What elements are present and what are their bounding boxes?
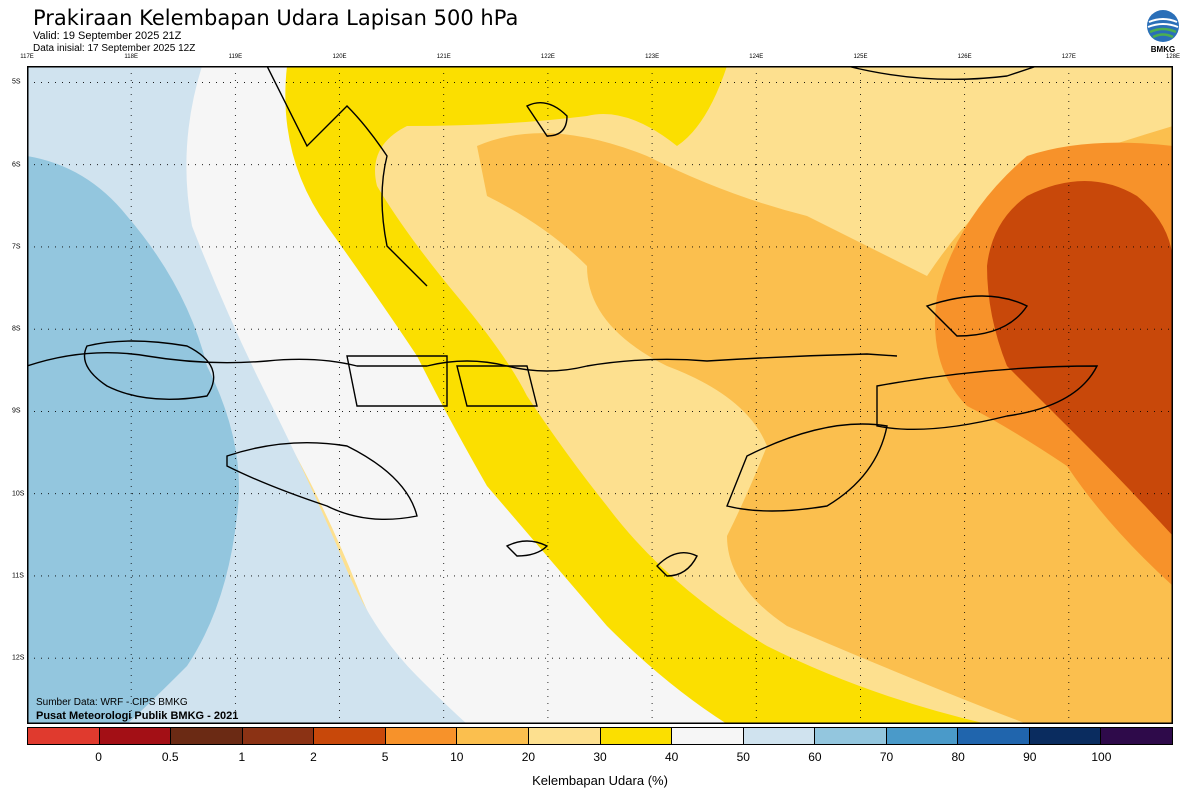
colorbar-segment [385,728,458,744]
map-frame [27,66,1173,724]
map-title: Prakiraan Kelembapan Udara Lapisan 500 h… [33,6,519,30]
lat-label: 8S [12,325,21,333]
colorbar-tick-label: 20 [521,750,536,764]
colorbar-segment [1029,728,1102,744]
colorbar [27,727,1173,745]
lon-label: 127E [1061,54,1076,60]
colorbar-tick-label: 2 [310,750,317,764]
colorbar-tick-label: 40 [664,750,679,764]
colorbar-segment [314,728,386,744]
lat-label: 10S [12,490,25,498]
colorbar-tick-label: 80 [951,750,965,764]
colorbar-tick-label: 5 [381,750,389,764]
lat-label: 5S [12,78,21,86]
lat-label: 11S [12,572,24,580]
colorbar-tick-label: 50 [736,750,750,764]
bmkg-logo-icon: BMKG [1143,8,1183,58]
colorbar-segment [457,728,529,744]
valid-time: Valid: 19 September 2025 21Z [33,30,182,42]
lat-label: 6S [12,161,21,169]
lon-label: 121E [436,54,451,60]
colorbar-tick-label: 0 [95,750,102,764]
colorbar-segment [99,728,172,744]
colorbar-tick-label: 60 [808,750,822,764]
lat-label: 7S [12,243,21,251]
field-40-50 [275,66,987,724]
lon-label: 122E [540,54,555,60]
colorbar-segment [28,728,100,744]
lon-label: 128E [1165,54,1181,60]
lon-label: 118E [124,54,138,60]
colorbar-segment [815,728,887,744]
lon-label: 120E [332,54,347,60]
lon-label: 125E [853,54,868,60]
colorbar-segment [886,728,959,744]
field-5-10 [987,181,1173,536]
lon-label: 119E [228,54,243,60]
lon-label: 123E [645,54,660,60]
colorbar-tick-label: 70 [879,750,894,764]
colorbar-tick-label: 30 [593,750,607,764]
lon-label: 124E [749,54,764,60]
lat-label: 12S [12,654,25,662]
colorbar-segment [171,728,243,744]
colorbar-tick-label: 10 [450,750,464,764]
colorbar-tick-label: 0.5 [161,750,179,764]
organization: Pusat Meteorologi Publik BMKG - 2021 [36,710,239,722]
humidity-map [27,66,1173,724]
colorbar-label: Kelembapan Udara (%) [532,773,668,788]
colorbar-segment [672,728,744,744]
colorbar-segment [958,728,1030,744]
colorbar-segment [528,728,601,744]
colorbar-tick-label: 100 [1091,750,1112,764]
colorbar-tick-label: 90 [1023,750,1037,764]
colorbar-segment [242,728,315,744]
field-70-80 [27,156,239,724]
lon-label: 117E [20,54,34,60]
colorbar-tick-label: 1 [238,750,246,764]
lon-label: 126E [957,54,972,60]
init-time: Data inisial: 17 September 2025 12Z [33,43,196,54]
coastlines [27,66,1099,577]
colorbar-segment [600,728,673,744]
grid-lines [27,66,1173,724]
data-source: Sumber Data: WRF - CIPS BMKG [36,697,188,708]
colorbar-segment [743,728,816,744]
field-50-60 [174,66,728,724]
colorbar-segment [1101,728,1172,744]
logo-text: BMKG [1150,45,1176,54]
lat-label: 9S [12,407,21,415]
